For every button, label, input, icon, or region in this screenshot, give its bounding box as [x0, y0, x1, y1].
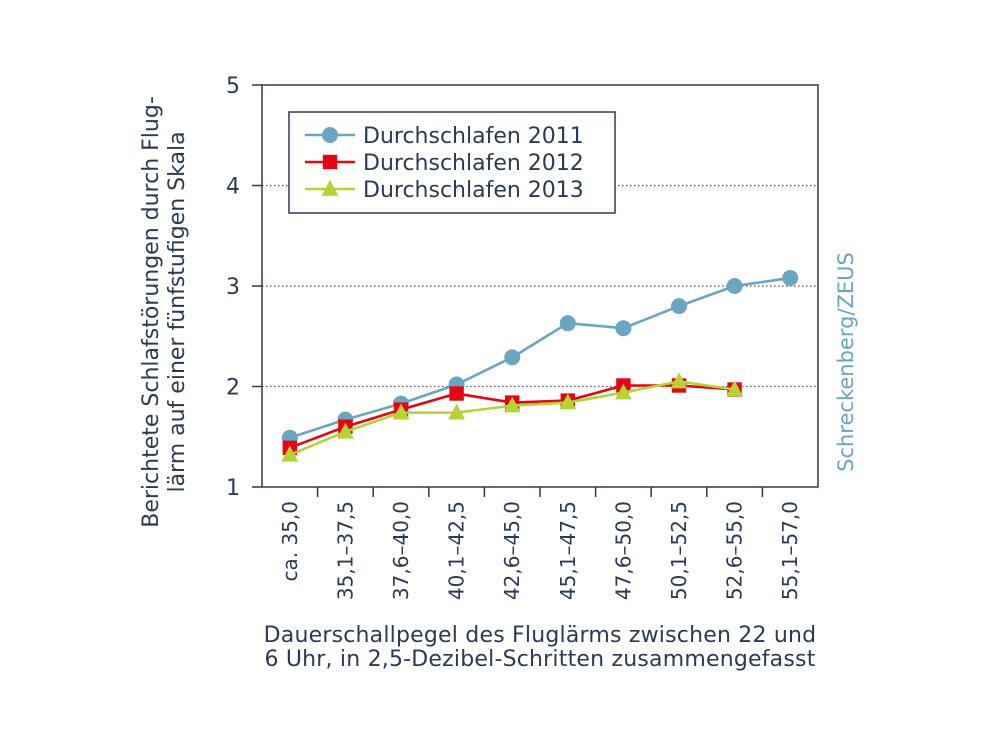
data-point — [782, 269, 799, 286]
legend-item: Durchschlafen 2011 — [305, 124, 584, 149]
x-tick-label: ca. 35,0 — [278, 501, 302, 582]
x-axis-label-line2: 6 Uhr, in 2,5-Dezibel-Schritten zusammen… — [264, 647, 816, 672]
data-point — [449, 386, 464, 401]
y-axis: 1 2 3 4 5 — [226, 74, 262, 501]
data-point — [503, 396, 521, 413]
x-tick-label: 45,1–47,5 — [556, 501, 580, 600]
legend-label: Durchschlafen 2011 — [363, 124, 584, 149]
x-tick-label: 42,6–45,0 — [500, 501, 524, 600]
y-tick-label: 3 — [226, 275, 240, 300]
x-tick-label: 37,6–40,0 — [389, 501, 413, 600]
credit-label: Schreckenberg/ZEUS — [834, 252, 858, 472]
data-point — [670, 372, 688, 389]
y-axis-label-line1: Berichtete Schlafstörungen durch Flug- — [139, 96, 164, 528]
y-tick-label: 5 — [226, 74, 240, 99]
data-point — [337, 422, 354, 439]
data-point — [559, 315, 576, 332]
series-3 — [281, 372, 743, 462]
y-tick-label: 4 — [226, 175, 240, 200]
x-axis-label: Dauerschallpegel des Fluglärms zwischen … — [200, 624, 880, 672]
data-point — [671, 298, 687, 315]
data-point — [615, 383, 632, 400]
legend-marker — [321, 179, 339, 196]
x-tick-label: 52,6–55,0 — [723, 501, 747, 600]
data-point — [726, 278, 743, 294]
x-tick-label: 40,1–42,5 — [445, 501, 469, 600]
y-tick-label: 2 — [226, 376, 240, 401]
data-point — [392, 403, 410, 420]
legend-label: Durchschlafen 2013 — [363, 178, 584, 203]
y-axis-label-line2: lärm auf einer fünfstufigen Skala — [165, 131, 190, 492]
data-point — [448, 403, 465, 420]
x-tick-label: 50,1–52,5 — [667, 501, 691, 600]
data-point — [504, 349, 521, 366]
x-tick-label: 55,1–57,0 — [778, 501, 802, 600]
x-tick-label: 35,1–37,5 — [333, 501, 357, 600]
legend-marker — [322, 154, 338, 170]
series-group — [281, 269, 799, 462]
legend-label: Durchschlafen 2012 — [363, 151, 584, 176]
series-line — [289, 276, 791, 439]
legend-item: Durchschlafen 2013 — [305, 178, 584, 203]
data-point — [559, 393, 577, 410]
legend-item: Durchschlafen 2012 — [305, 151, 584, 176]
series-line — [289, 380, 735, 457]
x-axis: ca. 35,0 35,1–37,5 37,6–40,0 40,1–42,5 42,6–… — [278, 487, 802, 600]
data-point — [281, 445, 299, 462]
legend-marker — [322, 127, 338, 143]
data-point — [726, 380, 743, 397]
series-1 — [281, 269, 799, 446]
x-tick-label: 47,6–50,0 — [611, 501, 635, 600]
data-point — [615, 320, 632, 337]
y-tick-label: 1 — [226, 476, 240, 501]
x-axis-label-line1: Dauerschallpegel des Fluglärms zwischen … — [263, 623, 817, 648]
